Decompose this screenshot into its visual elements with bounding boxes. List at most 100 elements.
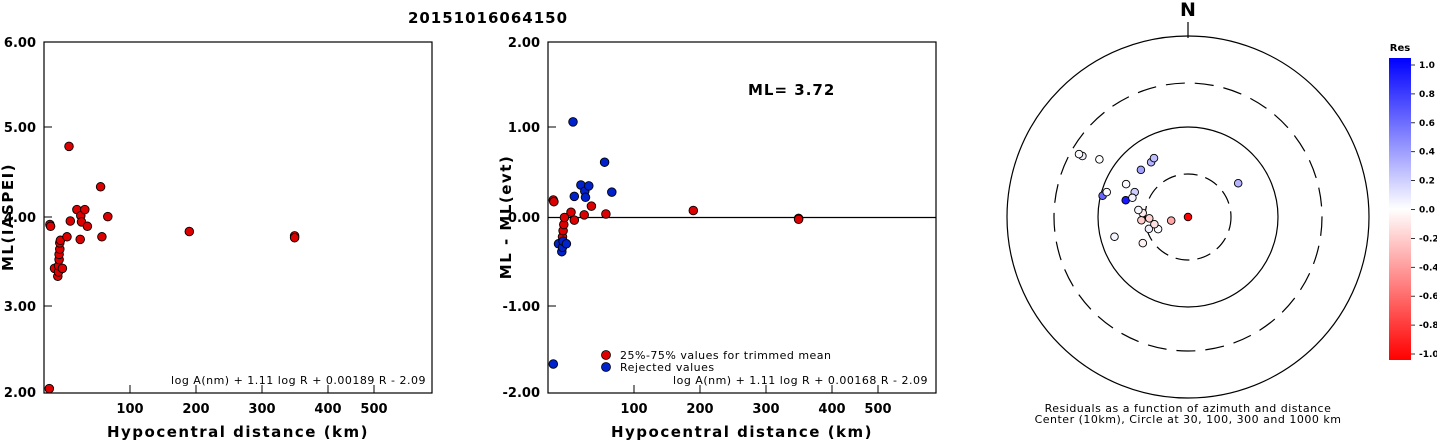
data-point [82,221,93,232]
station-markers [1074,149,1243,248]
station-marker [1137,216,1146,225]
station-marker [1149,153,1159,163]
data-point [569,215,580,225]
station-marker [1144,224,1154,234]
data-point [80,204,90,215]
data-point [561,239,572,249]
data-point [559,212,570,223]
colorbar-tick-label: 0.0 [1419,206,1435,216]
x-tick-label: 200 [182,402,209,417]
data-point [601,209,611,219]
data-point [64,141,74,152]
x-tick-label: 300 [752,402,779,417]
map-caption-line2: Center (10km), Circle at 30, 100, 300 an… [1035,413,1342,426]
panel1-x-axis-label: Hypocentral distance (km) [107,423,369,441]
colorbar-tick-label: -0.4 [1419,263,1437,273]
figure-title: 20151016064150 [408,9,568,27]
colorbar-title: Res [1390,43,1410,54]
data-point [566,207,576,217]
data-point [289,232,300,243]
panel1-y-axis-label: ML(IASPEI) [0,163,17,271]
data-point [45,221,56,232]
residual-colorbar: Res 1.0 0.8 0.6 0.4 0.2 0.0 -0.2 -0.4 -0.6 -0.8 -1… [1389,43,1437,360]
x-tick-label: 500 [360,402,387,417]
range-circle-30km [1144,173,1232,261]
data-point [75,234,85,245]
x-tick-label: 400 [314,402,341,417]
station-marker [1136,165,1146,175]
data-point [599,157,610,167]
y-tick-label: 1.00 [508,121,540,136]
y-tick-label: 5.00 [4,121,36,136]
legend-label-rejected: Rejected values [620,361,715,374]
panel-residual-vs-distance: 2.00 1.00 0.00 -1.00 -2.00 100 200 300 4… [497,36,937,441]
data-point [184,226,195,237]
colorbar-gradient [1389,58,1411,360]
station-marker [1110,232,1119,241]
x-tick-label: 400 [818,402,845,417]
y-tick-label: 4.00 [4,211,36,226]
panel2-x-axis-label: Hypocentral distance (km) [611,423,873,441]
data-point [44,383,55,394]
legend-label-trimmed: 25%-75% values for trimmed mean [620,349,832,362]
station-marker [1150,219,1159,229]
panel2-x-ticks: 100 200 300 400 500 [620,385,892,417]
range-circle-100km [1097,126,1279,308]
data-point [62,232,72,242]
data-point [607,187,617,197]
panel1-frame [43,41,433,394]
data-point [568,117,578,127]
y-tick-label: 6.00 [4,36,36,51]
data-point [584,181,594,191]
colorbar-tick-label: 0.6 [1419,119,1435,129]
panel1-x-ticks: 100 200 300 400 500 [116,385,388,417]
station-marker [1233,178,1243,188]
colorbar-tick-label: 0.8 [1419,90,1435,100]
x-tick-label: 200 [686,402,713,417]
north-label: N [1180,0,1196,21]
ml-value-label: ML= 3.72 [748,81,835,99]
y-tick-label: 3.00 [4,300,36,315]
x-tick-label: 500 [864,402,891,417]
range-circle-1000km [1006,35,1370,399]
data-point [793,214,804,225]
colorbar-tick-label: -1.0 [1419,350,1437,360]
map-caption-line1: Residuals as a function of azimuth and d… [1045,402,1332,415]
station-marker [1121,179,1131,189]
x-tick-label: 100 [620,402,647,417]
station-marker [1145,214,1154,223]
panel2-points [548,117,804,369]
colorbar-tick-label: 0.4 [1419,148,1435,158]
legend-marker-rejected [601,362,611,372]
colorbar-tick-label: 1.0 [1419,61,1435,71]
panel1-formula: log A(nm) + 1.11 log R + 0.00189 R - 2.0… [171,374,426,387]
panel2-y-ticks: 2.00 1.00 0.00 -1.00 -2.00 [503,36,556,401]
station-marker [1134,205,1143,215]
colorbar-tick-label: -0.2 [1419,234,1437,244]
data-point [569,191,580,202]
data-point [549,196,559,207]
data-point [65,216,76,226]
colorbar-ticks: 1.0 0.8 0.6 0.4 0.2 0.0 -0.2 -0.4 -0.6 -0.8 -1.0 [1411,61,1437,360]
station-marker [1074,149,1084,159]
data-point [688,205,699,216]
data-point [95,182,106,192]
panel2-legend: 25%-75% values for trimmed mean Rejected… [601,349,832,374]
y-tick-label: 2.00 [4,386,36,401]
data-point [586,201,597,211]
colorbar-tick-label: -0.8 [1419,321,1437,331]
colorbar-tick-label: -0.6 [1419,292,1437,302]
station-marker [1128,193,1137,203]
station-marker [1138,238,1148,248]
panel-ml-vs-distance: 6.00 5.00 4.00 3.00 2.00 100 200 300 400… [0,36,433,441]
y-tick-label: 0.00 [508,211,540,226]
data-point [580,192,591,203]
data-point [548,359,559,369]
legend-marker-trimmed [601,350,611,360]
station-marker [1102,187,1111,197]
y-tick-label: -2.00 [503,386,540,401]
y-tick-label: 2.00 [508,36,540,51]
data-point [97,232,107,242]
panel2-formula: log A(nm) + 1.11 log R + 0.00168 R - 2.0… [673,374,928,387]
